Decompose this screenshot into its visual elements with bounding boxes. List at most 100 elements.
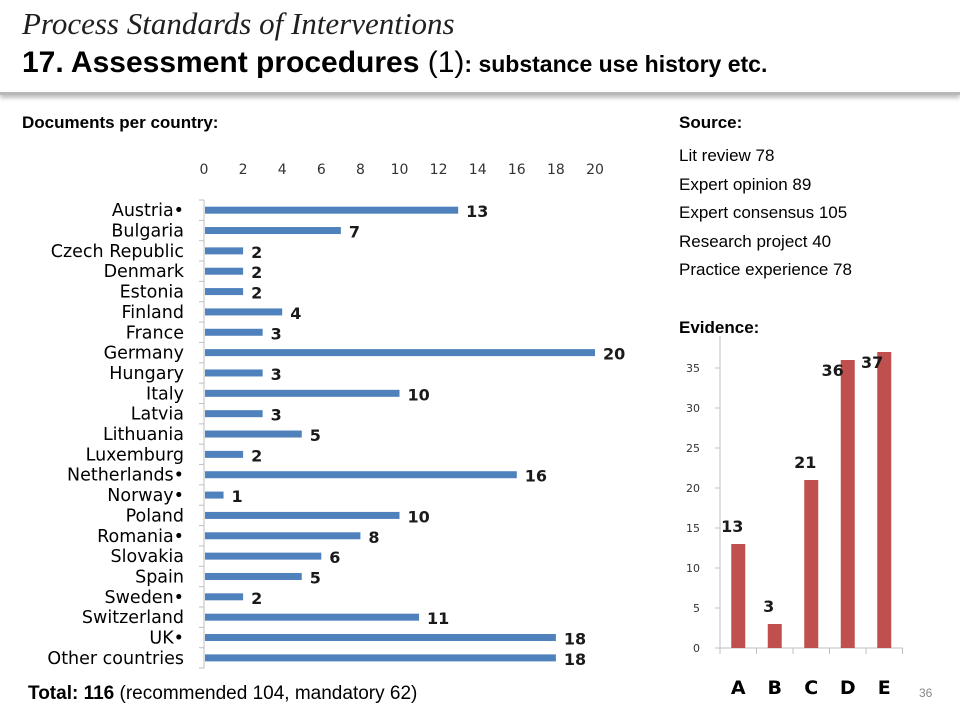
country-bar — [205, 410, 263, 418]
evidence-chart: 0 5 10 15 20 25 30 35 13 A 3 B 21 C 36 D 37 E — [686, 336, 903, 699]
country-value-label: 7 — [349, 223, 360, 242]
country-bar — [205, 471, 517, 479]
country-label: Austria• — [112, 201, 184, 221]
title-bar: Process Standards of Interventions 17. A… — [0, 0, 960, 95]
country-bar — [205, 593, 244, 601]
evidence-bar — [840, 360, 855, 648]
y-tick-label: 10 — [686, 562, 700, 575]
country-bar — [205, 511, 400, 519]
x-tick-label: 12 — [430, 162, 448, 178]
country-label: Switzerland — [82, 608, 184, 628]
evidence-value-label: 37 — [861, 353, 883, 372]
country-value-label: 18 — [564, 630, 586, 649]
total-detail: (recommended 104, mandatory 62) — [119, 683, 418, 704]
country-label: Latvia — [131, 405, 184, 425]
evidence-value-label: 13 — [721, 517, 743, 536]
country-label: Romania• — [97, 527, 184, 547]
documents-label: Documents per country: — [22, 113, 219, 132]
country-label: Hungary — [109, 364, 184, 384]
x-tick-label: B — [768, 677, 782, 699]
evidence-bar — [731, 544, 746, 648]
evidence-bar — [804, 480, 819, 648]
country-bar — [205, 288, 244, 296]
country-value-label: 4 — [290, 304, 301, 323]
x-tick-label: 4 — [278, 162, 287, 178]
country-label: Other countries — [47, 649, 184, 669]
country-value-label: 13 — [466, 202, 488, 221]
country-label: Netherlands• — [67, 466, 184, 486]
x-tick-label: D — [840, 677, 856, 699]
source-item: Lit review 78 — [679, 146, 775, 165]
y-tick-label: 5 — [693, 602, 700, 615]
source-item: Expert opinion 89 — [679, 174, 812, 194]
x-tick-label: 14 — [469, 162, 487, 178]
country-bar — [205, 613, 420, 621]
country-label: Bulgaria — [111, 222, 184, 242]
country-label: Luxemburg — [86, 445, 184, 465]
evidence-bar — [767, 624, 782, 648]
country-label: France — [126, 323, 184, 343]
country-label: UK• — [149, 629, 184, 649]
total-value: 116 — [83, 683, 115, 704]
country-bar — [205, 532, 361, 540]
subtitle-number: (1) — [419, 46, 465, 79]
subtitle-topic: : substance use history etc. — [464, 51, 768, 77]
country-bar — [205, 247, 244, 255]
country-value-label: 16 — [525, 467, 547, 486]
country-value-label: 10 — [408, 385, 430, 404]
source-label: Source: — [679, 113, 743, 132]
total-label: Total: — [28, 683, 79, 704]
country-bar — [205, 572, 302, 580]
country-label: Poland — [126, 506, 184, 526]
y-tick-label: 35 — [686, 362, 700, 375]
country-value-label: 18 — [564, 650, 586, 669]
country-label: Estonia — [120, 283, 184, 303]
country-value-label: 2 — [251, 263, 262, 282]
y-tick-label: 30 — [686, 402, 700, 415]
country-bar — [205, 634, 556, 642]
country-label: Italy — [146, 384, 184, 404]
country-label: Slovakia — [111, 547, 184, 567]
country-label: Finland — [121, 303, 184, 323]
evidence-value-label: 36 — [821, 361, 843, 380]
country-value-label: 2 — [251, 243, 262, 262]
country-label: Spain — [135, 567, 184, 587]
x-tick-label: 8 — [356, 162, 365, 178]
country-value-label: 1 — [232, 487, 243, 506]
country-bar — [205, 206, 459, 214]
source-item: Practice experience 78 — [679, 260, 852, 279]
x-tick-label: 18 — [547, 162, 565, 178]
source-item: Research project 40 — [679, 231, 832, 251]
page-number: 36 — [919, 686, 933, 700]
country-value-label: 6 — [329, 548, 340, 567]
country-bar — [205, 450, 244, 458]
country-value-label: 8 — [368, 528, 379, 547]
country-bar — [205, 267, 244, 275]
source-list: Lit review 78 Expert opinion 89 Expert c… — [679, 142, 852, 285]
y-tick-label: 15 — [686, 522, 700, 535]
country-value-label: 20 — [603, 345, 625, 364]
x-tick-label: 6 — [317, 162, 326, 178]
evidence-value-label: 3 — [763, 597, 774, 616]
country-value-label: 11 — [427, 609, 449, 628]
country-bar — [205, 491, 224, 499]
country-label: Sweden• — [105, 588, 184, 608]
x-tick-label: 16 — [508, 162, 526, 178]
slide-title: Process Standards of Interventions — [22, 6, 455, 41]
slide-subtitle: 17. Assessment procedures (1): substance… — [22, 46, 767, 80]
country-value-label: 3 — [271, 324, 282, 343]
country-value-label: 2 — [251, 284, 262, 303]
country-value-label: 5 — [310, 568, 321, 587]
evidence-value-label: 21 — [794, 453, 816, 472]
country-value-label: 3 — [271, 365, 282, 384]
y-tick-label: 20 — [686, 482, 700, 495]
subtitle-main: 17. Assessment procedures — [22, 46, 420, 79]
y-tick-label: 25 — [686, 442, 700, 455]
evidence-label: Evidence: — [679, 318, 760, 337]
x-tick-label: 20 — [586, 162, 604, 178]
evidence-bar — [877, 352, 892, 648]
country-value-label: 10 — [408, 507, 430, 526]
x-tick-label: 2 — [239, 162, 248, 178]
